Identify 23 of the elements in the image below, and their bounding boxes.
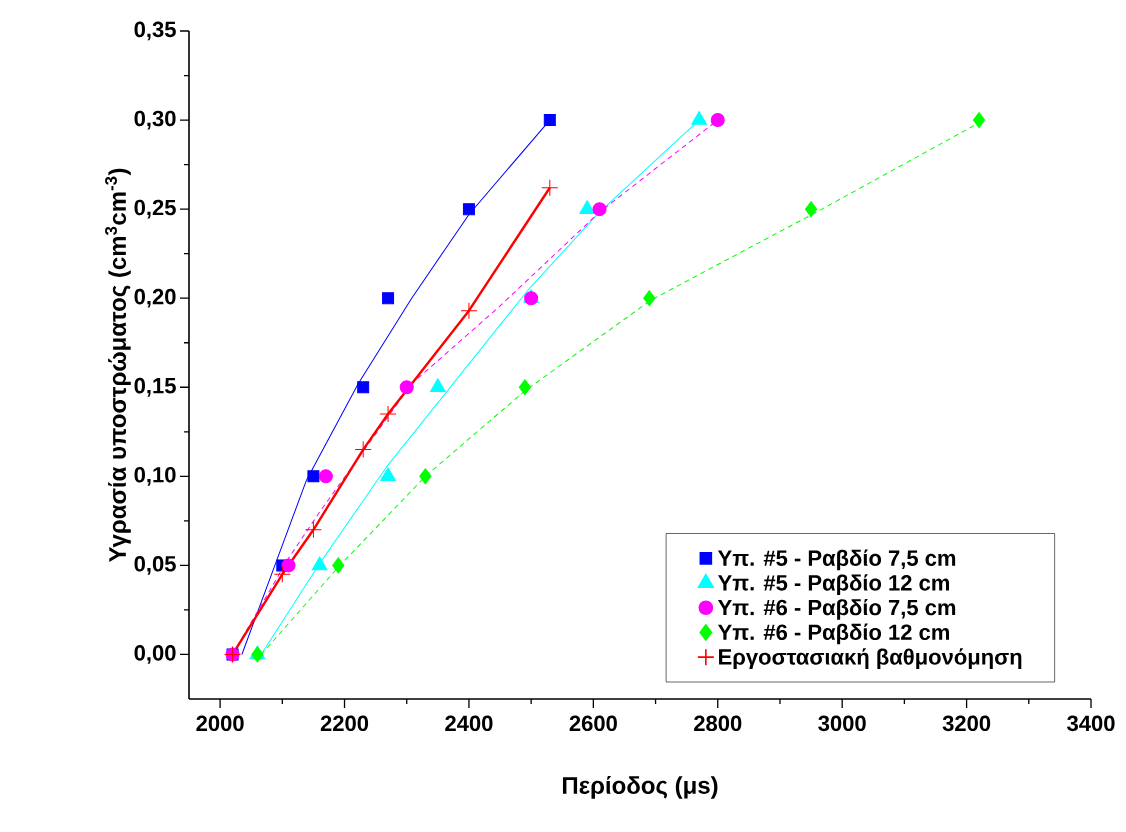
y-tick-label: 0,10 bbox=[134, 466, 176, 486]
y-axis-title: Υγρασία υποστρώματος (cm$^{3}$cm$^{-3}$) bbox=[105, 168, 131, 563]
y-tick-label: 0,20 bbox=[134, 288, 176, 308]
x-tick-label: 2200 bbox=[320, 715, 369, 732]
y-tick-label: 0,15 bbox=[134, 377, 176, 397]
y-tick-label: 0,05 bbox=[134, 556, 176, 575]
x-tick-label: 2000 bbox=[196, 715, 244, 732]
x-tick-label: 3200 bbox=[942, 715, 991, 732]
x-tick-label: 2600 bbox=[569, 715, 617, 732]
y-tick-label: 0,00 bbox=[134, 645, 176, 664]
legend-label: Υπ. #6 - Ραβδίο 7,5 cm bbox=[717, 598, 956, 620]
y-tick-label: 0,35 bbox=[134, 21, 176, 41]
legend-label: Υπ. #5 - Ραβδίο 12 cm bbox=[717, 574, 949, 595]
x-axis-title: Περίοδος (μs) bbox=[562, 776, 718, 799]
x-tick-label: 2800 bbox=[694, 715, 742, 732]
legend-label: Υπ. #6 - Ραβδίο 12 cm bbox=[717, 623, 949, 645]
x-tick-label: 3400 bbox=[1067, 715, 1115, 732]
legend-label: Υπ. #5 - Ραβδίο 7,5 cm bbox=[717, 549, 956, 571]
x-tick-label: 3000 bbox=[818, 715, 866, 732]
y-tick-label: 0,25 bbox=[134, 199, 176, 219]
legend-label: Εργοστασιακή βαθμονόμηση bbox=[719, 648, 1022, 670]
x-tick-label: 2400 bbox=[445, 715, 493, 732]
y-tick-label: 0,30 bbox=[134, 110, 176, 130]
